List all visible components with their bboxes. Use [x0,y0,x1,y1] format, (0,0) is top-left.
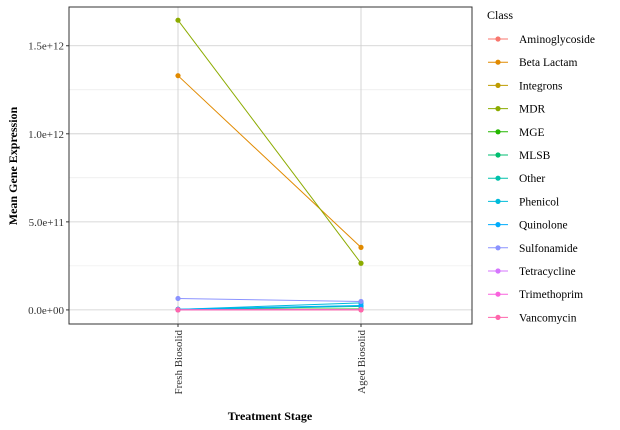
legend-key-point [495,175,501,181]
legend-key-point [495,222,501,228]
legend-item-trimethoprim: Trimethoprim [488,289,583,301]
legend-title: Class [487,8,513,22]
legend-item-other: Other [488,173,545,185]
legend-key-point [495,268,501,274]
y-tick-label: 0.0e+00 [28,305,64,317]
legend-key-point [495,129,501,135]
x-axis-title: Treatment Stage [228,409,313,423]
plot-panel-border [68,6,473,325]
legend-label: MLSB [519,150,551,162]
legend: Class Aminoglycoside Beta Lactam Integrons… [487,8,595,324]
y-axis-title: Mean Gene Expression [6,106,20,225]
legend-key-point [495,152,501,158]
series-line-mdr [177,19,362,264]
legend-label: Sulfonamide [519,243,578,255]
legend-key-point [495,198,501,204]
x-tick-label: Fresh Biosolid [173,330,185,395]
data-point-beta-lactam [175,73,181,79]
legend-item-phenicol: Phenicol [488,196,559,208]
y-tick-label: 1.0e+12 [28,129,64,141]
legend-item-vancomycin: Vancomycin [488,312,577,324]
data-point-vancomycin [358,307,364,313]
legend-key-point [495,82,501,88]
series-line-beta-lactam [177,75,362,248]
data-point-vancomycin [175,307,181,313]
legend-item-mge: MGE [488,127,545,139]
y-axis: 0.0e+00 5.0e+11 1.0e+12 1.5e+12 [28,41,69,317]
legend-label: MDR [519,104,546,116]
legend-key-point [495,291,501,297]
legend-label: Quinolone [519,220,568,232]
series-line-quinolone [177,305,362,310]
y-tick-label: 1.5e+12 [28,41,64,53]
legend-item-aminoglycoside: Aminoglycoside [488,34,595,46]
series-line-other [177,305,362,311]
grid-lines [69,7,472,324]
legend-key-point [495,36,501,42]
legend-label: MGE [519,127,545,139]
legend-label: Vancomycin [519,312,577,324]
legend-key-point [495,245,501,251]
legend-item-quinolone: Quinolone [488,220,568,232]
data-point-sulfonamide [358,298,364,305]
data-point-mdr [175,17,181,23]
legend-label: Trimethoprim [519,289,583,301]
x-axis: Fresh Biosolid Aged Biosolid [173,324,368,394]
legend-item-tetracycline: Tetracycline [488,266,576,278]
data-point-quinolone [358,302,364,309]
legend-item-integrons: Integrons [488,80,563,92]
legend-item-mdr: MDR [488,104,546,116]
legend-label: Tetracycline [519,266,576,278]
x-tick-label: Aged Biosolid [356,330,368,394]
legend-key-point [495,59,501,65]
legend-item-mlsb: MLSB [488,150,551,162]
legend-label: Integrons [519,80,563,92]
legend-label: Phenicol [519,196,559,208]
series-points [175,17,364,313]
legend-items: Aminoglycoside Beta Lactam Integrons MDR MGE… [488,34,595,324]
legend-item-sulfonamide: Sulfonamide [488,243,578,255]
legend-key-point [495,106,501,112]
legend-label: Beta Lactam [519,57,577,69]
y-tick-label: 5.0e+11 [29,217,64,229]
data-point-mdr [358,260,364,266]
series-line-sulfonamide [177,297,362,302]
legend-label: Aminoglycoside [519,34,595,46]
data-point-beta-lactam [358,244,364,250]
data-point-sulfonamide [175,295,181,302]
legend-item-beta-lactam: Beta Lactam [488,57,577,69]
legend-key-point [495,314,501,320]
legend-label: Other [519,173,545,185]
series-lines [177,19,362,311]
